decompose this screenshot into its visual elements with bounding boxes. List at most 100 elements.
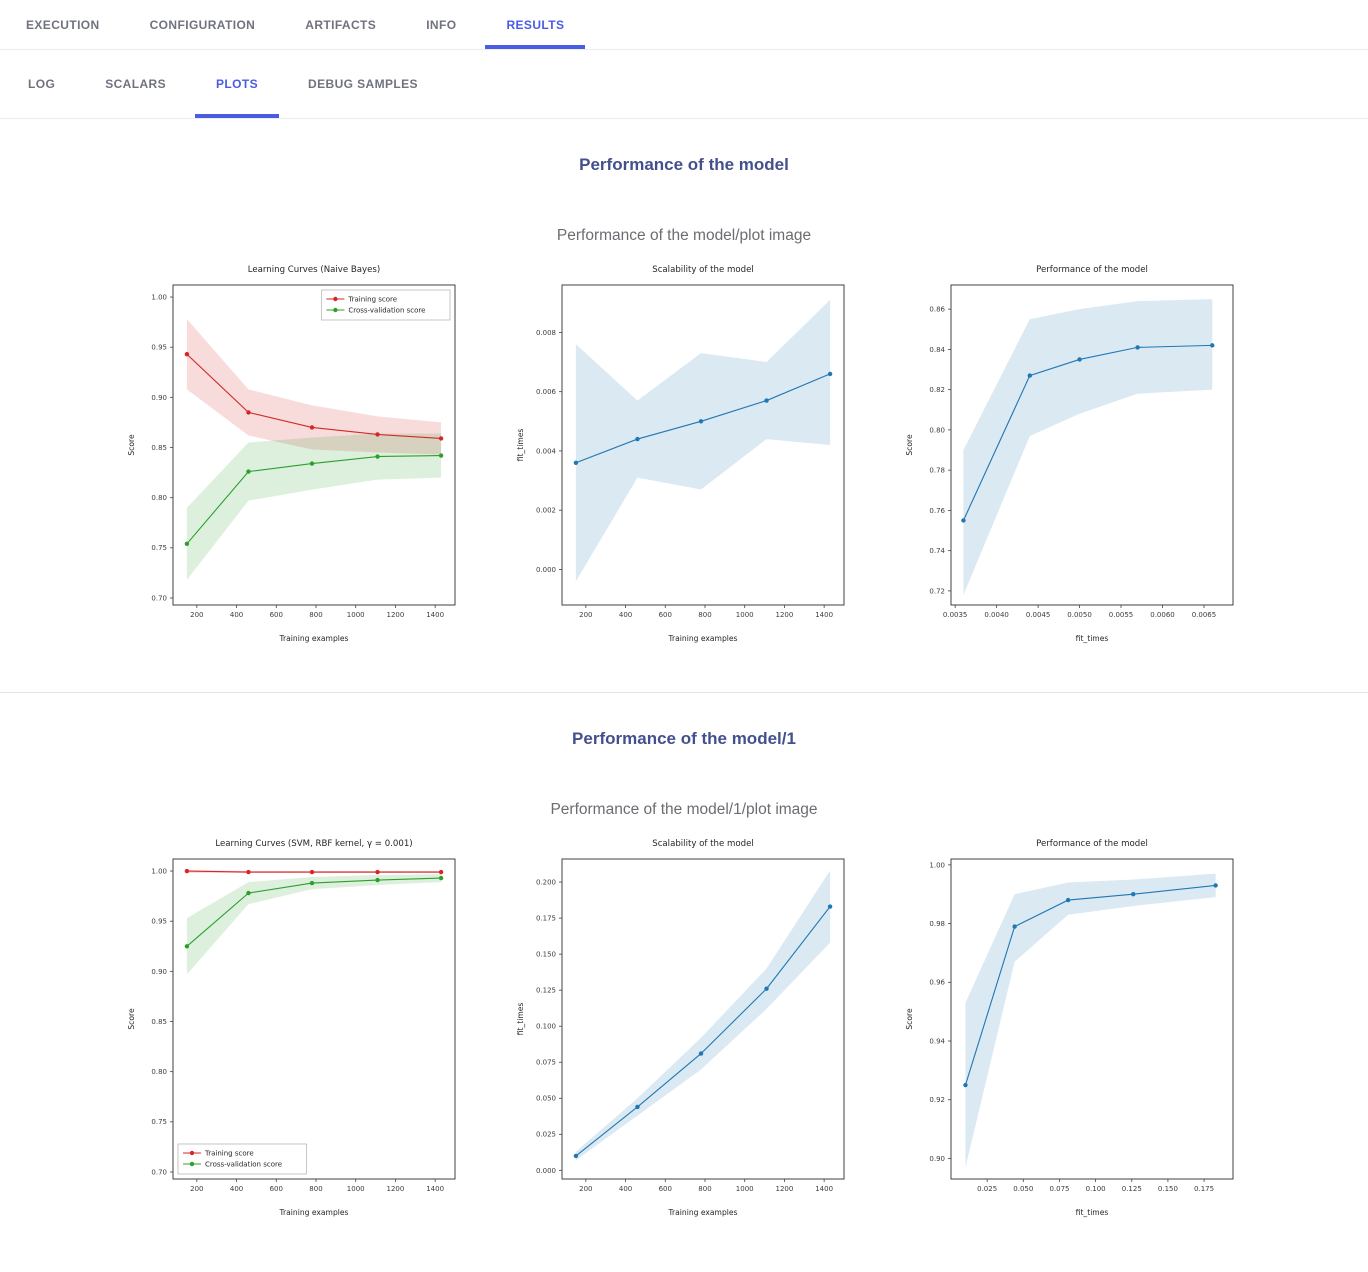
svg-text:0.050: 0.050 — [1013, 1185, 1033, 1193]
tab-info[interactable]: INFO — [426, 17, 457, 32]
svg-text:0.78: 0.78 — [929, 467, 945, 475]
svg-text:0.0065: 0.0065 — [1191, 611, 1216, 619]
svg-text:0.075: 0.075 — [535, 1059, 555, 1067]
svg-text:0.175: 0.175 — [1194, 1185, 1214, 1193]
svg-text:0.125: 0.125 — [535, 987, 555, 995]
plot-figure[interactable]: Learning Curves (SVM, RBF kernel, γ = 0.… — [122, 833, 468, 1226]
tab-scalars[interactable]: SCALARS — [105, 77, 167, 91]
svg-text:0.100: 0.100 — [1085, 1185, 1105, 1193]
svg-text:800: 800 — [698, 1185, 711, 1193]
svg-text:0.70: 0.70 — [151, 1168, 167, 1176]
svg-text:1200: 1200 — [386, 611, 404, 619]
plot-section-1: Performance of the model Performance of … — [0, 119, 1368, 692]
plot-svg: Scalability of the model 200 400 600 800 1000… — [511, 259, 857, 647]
svg-text:800: 800 — [309, 1185, 322, 1193]
svg-text:0.74: 0.74 — [929, 547, 945, 555]
svg-text:Training score: Training score — [347, 295, 397, 303]
svg-text:0.050: 0.050 — [535, 1095, 555, 1103]
svg-text:0.025: 0.025 — [535, 1131, 555, 1139]
svg-text:0.0060: 0.0060 — [1150, 611, 1175, 619]
svg-text:0.80: 0.80 — [929, 426, 945, 434]
tab-artifacts[interactable]: ARTIFACTS — [305, 17, 377, 32]
tab-configuration[interactable]: CONFIGURATION — [149, 17, 256, 32]
tab-debug-samples[interactable]: DEBUG SAMPLES — [308, 77, 418, 91]
svg-text:400: 400 — [229, 611, 242, 619]
svg-text:200: 200 — [190, 611, 203, 619]
svg-text:0.72: 0.72 — [929, 587, 945, 595]
svg-text:800: 800 — [698, 611, 711, 619]
svg-text:fit_times: fit_times — [1075, 634, 1108, 643]
svg-text:0.0035: 0.0035 — [942, 611, 967, 619]
svg-text:0.95: 0.95 — [151, 344, 167, 352]
svg-text:Training examples: Training examples — [278, 634, 348, 643]
plot-figure[interactable]: Performance of the model 0.0035 0.0040 0.00… — [900, 259, 1246, 652]
svg-text:0.0045: 0.0045 — [1025, 611, 1050, 619]
svg-text:0.150: 0.150 — [1157, 1185, 1177, 1193]
svg-text:Performance of the model: Performance of the model — [1036, 265, 1148, 275]
svg-text:fit_times: fit_times — [516, 1003, 525, 1036]
svg-text:0.008: 0.008 — [535, 329, 555, 337]
plot-figure[interactable]: Scalability of the model 200 400 600 800 1000… — [511, 833, 857, 1226]
svg-text:0.84: 0.84 — [929, 346, 945, 354]
plot-svg: Scalability of the model 200 400 600 800 1000… — [511, 833, 857, 1221]
svg-text:fit_times: fit_times — [1075, 1208, 1108, 1217]
svg-text:0.98: 0.98 — [929, 920, 945, 928]
svg-text:0.000: 0.000 — [535, 1167, 555, 1175]
svg-text:0.175: 0.175 — [535, 914, 555, 922]
svg-text:600: 600 — [658, 611, 671, 619]
tab-plots[interactable]: PLOTS — [195, 50, 280, 118]
svg-text:0.004: 0.004 — [535, 447, 556, 455]
svg-text:Score: Score — [905, 434, 914, 456]
tab-results[interactable]: RESULTS — [485, 0, 586, 49]
plot-figure[interactable]: Performance of the model 0.025 0.050 0.075 0… — [900, 833, 1246, 1226]
svg-text:600: 600 — [658, 1185, 671, 1193]
svg-text:0.90: 0.90 — [151, 968, 167, 976]
plot-svg: Learning Curves (Naive Bayes) 200 400 600 80… — [122, 259, 468, 647]
svg-text:Score: Score — [127, 434, 136, 456]
svg-text:Score: Score — [905, 1008, 914, 1030]
svg-text:0.96: 0.96 — [929, 979, 945, 987]
svg-text:200: 200 — [190, 1185, 203, 1193]
svg-text:1200: 1200 — [775, 611, 793, 619]
svg-text:800: 800 — [309, 611, 322, 619]
svg-text:1000: 1000 — [346, 1185, 364, 1193]
svg-text:0.0040: 0.0040 — [984, 611, 1009, 619]
svg-text:Learning Curves (Naive Bayes): Learning Curves (Naive Bayes) — [247, 265, 380, 275]
svg-text:Scalability of the model: Scalability of the model — [652, 265, 754, 275]
svg-text:0.90: 0.90 — [151, 394, 167, 402]
svg-text:0.025: 0.025 — [977, 1185, 997, 1193]
svg-text:1400: 1400 — [426, 1185, 444, 1193]
svg-text:0.80: 0.80 — [151, 1068, 167, 1076]
plot-figure[interactable]: Learning Curves (Naive Bayes) 200 400 600 80… — [122, 259, 468, 652]
svg-text:1200: 1200 — [775, 1185, 793, 1193]
svg-text:0.86: 0.86 — [929, 306, 945, 314]
svg-text:Training examples: Training examples — [667, 1208, 737, 1217]
section-title: Performance of the model — [579, 155, 789, 174]
svg-text:0.80: 0.80 — [151, 494, 167, 502]
svg-text:0.006: 0.006 — [535, 388, 556, 396]
tab-log[interactable]: LOG — [28, 77, 56, 91]
svg-text:0.95: 0.95 — [151, 918, 167, 926]
svg-text:0.85: 0.85 — [151, 1018, 167, 1026]
plots-page: Performance of the model Performance of … — [0, 119, 1368, 1272]
svg-text:0.000: 0.000 — [535, 566, 555, 574]
svg-text:0.90: 0.90 — [929, 1155, 945, 1163]
section-title: Performance of the model/1 — [572, 729, 796, 748]
svg-text:Cross-validation score: Cross-validation score — [205, 1160, 282, 1168]
svg-text:400: 400 — [618, 611, 631, 619]
tab-execution[interactable]: EXECUTION — [26, 17, 100, 32]
svg-text:1400: 1400 — [815, 1185, 833, 1193]
svg-text:0.85: 0.85 — [151, 444, 167, 452]
svg-text:1.00: 1.00 — [151, 867, 167, 875]
plot-figure[interactable]: Scalability of the model 200 400 600 800 1000… — [511, 259, 857, 652]
svg-text:Training examples: Training examples — [278, 1208, 348, 1217]
svg-text:fit_times: fit_times — [516, 429, 525, 462]
svg-text:Training examples: Training examples — [667, 634, 737, 643]
svg-text:Score: Score — [127, 1008, 136, 1030]
svg-text:0.0050: 0.0050 — [1067, 611, 1092, 619]
svg-text:1400: 1400 — [426, 611, 444, 619]
svg-text:400: 400 — [229, 1185, 242, 1193]
svg-text:0.002: 0.002 — [535, 507, 555, 515]
svg-text:0.94: 0.94 — [929, 1037, 945, 1045]
svg-text:0.92: 0.92 — [929, 1096, 945, 1104]
